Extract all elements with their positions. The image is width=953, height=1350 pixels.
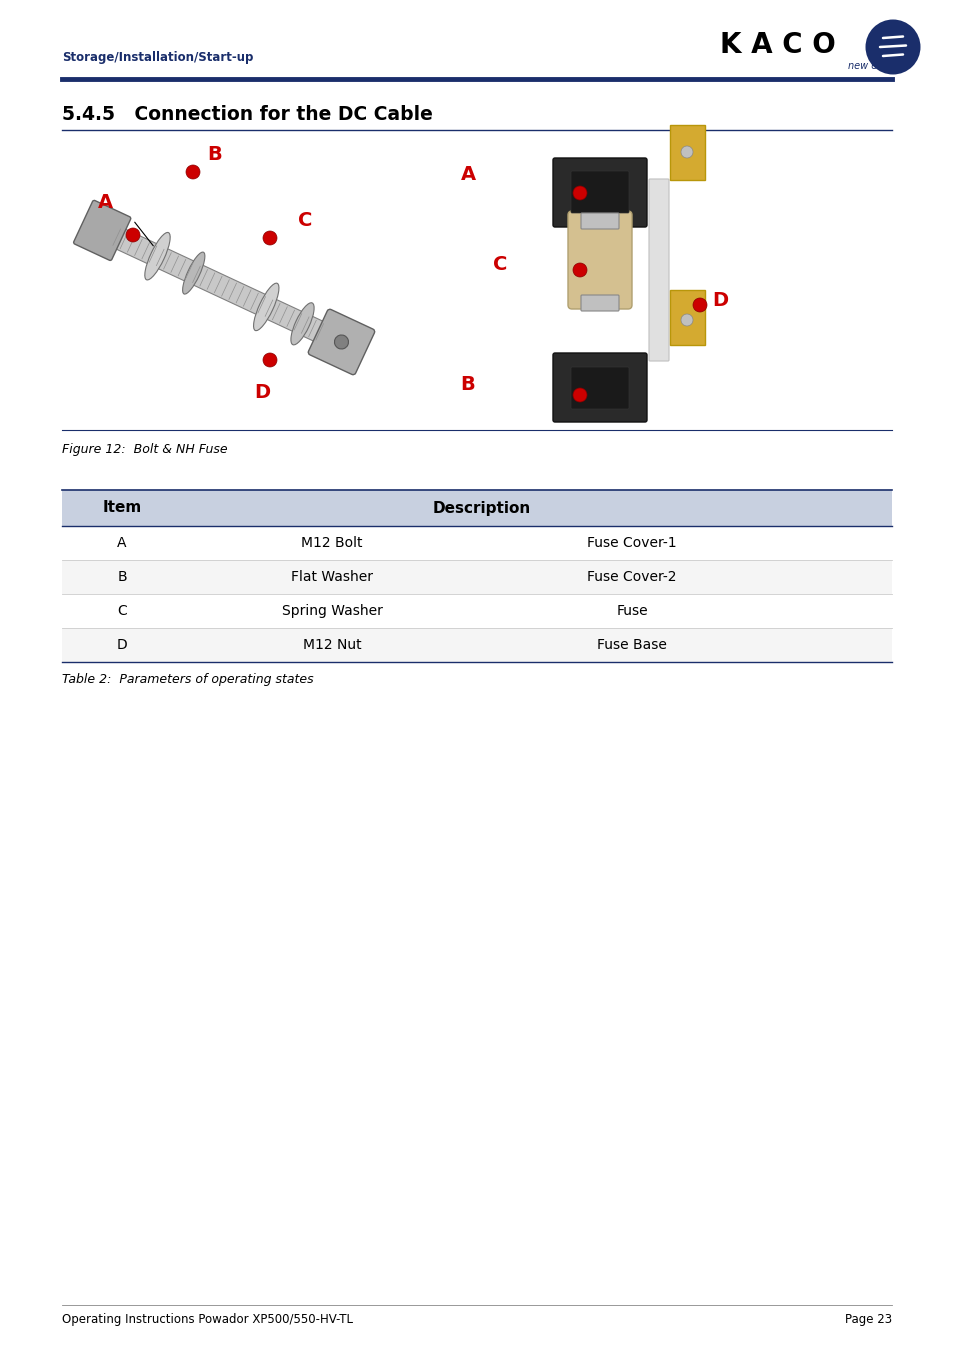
Bar: [62, 594, 891, 628]
Text: Fuse: Fuse: [616, 603, 647, 618]
Text: C: C: [117, 603, 127, 618]
Text: Operating Instructions Powador XP500/550-HV-TL: Operating Instructions Powador XP500/550…: [62, 1314, 353, 1327]
FancyBboxPatch shape: [308, 309, 375, 375]
Text: A: A: [97, 193, 112, 212]
FancyBboxPatch shape: [567, 211, 631, 309]
Circle shape: [573, 186, 586, 200]
Text: Description: Description: [433, 501, 531, 516]
Text: B: B: [208, 146, 222, 165]
Text: Figure 12:  Bolt & NH Fuse: Figure 12: Bolt & NH Fuse: [62, 444, 228, 456]
Circle shape: [573, 387, 586, 402]
Text: Table 2:  Parameters of operating states: Table 2: Parameters of operating states: [62, 674, 314, 687]
Bar: [62, 490, 891, 526]
Ellipse shape: [145, 232, 170, 279]
Text: Fuse Cover-2: Fuse Cover-2: [587, 570, 676, 585]
Circle shape: [573, 263, 586, 277]
Ellipse shape: [182, 252, 205, 294]
Text: Spring Washer: Spring Washer: [281, 603, 382, 618]
Text: C: C: [297, 211, 312, 230]
Text: M12 Nut: M12 Nut: [302, 639, 361, 652]
FancyBboxPatch shape: [580, 296, 618, 310]
FancyBboxPatch shape: [648, 180, 668, 360]
Text: A: A: [460, 166, 475, 185]
FancyBboxPatch shape: [669, 290, 704, 346]
Text: B: B: [460, 375, 475, 394]
Text: Item: Item: [102, 501, 141, 516]
Text: Page 23: Page 23: [844, 1314, 891, 1327]
FancyBboxPatch shape: [553, 158, 646, 227]
FancyBboxPatch shape: [669, 126, 704, 180]
Text: 5.4.5   Connection for the DC Cable: 5.4.5 Connection for the DC Cable: [62, 105, 433, 124]
Ellipse shape: [864, 19, 920, 74]
Bar: [62, 526, 891, 560]
FancyBboxPatch shape: [571, 171, 628, 213]
Circle shape: [263, 231, 276, 244]
Ellipse shape: [335, 335, 348, 350]
Ellipse shape: [680, 146, 692, 158]
FancyBboxPatch shape: [73, 200, 131, 261]
Circle shape: [263, 352, 276, 367]
Text: K A C O: K A C O: [720, 31, 835, 59]
Text: new energy.: new energy.: [847, 61, 907, 72]
Ellipse shape: [253, 284, 278, 331]
Ellipse shape: [680, 315, 692, 325]
Text: D: D: [116, 639, 128, 652]
Text: B: B: [117, 570, 127, 585]
Text: Fuse Cover-1: Fuse Cover-1: [587, 536, 676, 549]
Ellipse shape: [291, 302, 314, 344]
Bar: [62, 560, 891, 594]
Text: D: D: [711, 290, 727, 309]
Circle shape: [692, 298, 706, 312]
Text: Storage/Installation/Start-up: Storage/Installation/Start-up: [62, 51, 253, 65]
Text: D: D: [253, 383, 270, 402]
Text: Flat Washer: Flat Washer: [291, 570, 373, 585]
FancyBboxPatch shape: [107, 225, 353, 355]
Circle shape: [126, 228, 140, 242]
FancyBboxPatch shape: [580, 213, 618, 230]
Bar: [62, 628, 891, 662]
Text: Fuse Base: Fuse Base: [597, 639, 666, 652]
FancyBboxPatch shape: [553, 352, 646, 423]
Text: M12 Bolt: M12 Bolt: [301, 536, 362, 549]
Text: C: C: [493, 255, 507, 274]
Text: A: A: [117, 536, 127, 549]
FancyBboxPatch shape: [571, 367, 628, 409]
Circle shape: [186, 165, 200, 180]
